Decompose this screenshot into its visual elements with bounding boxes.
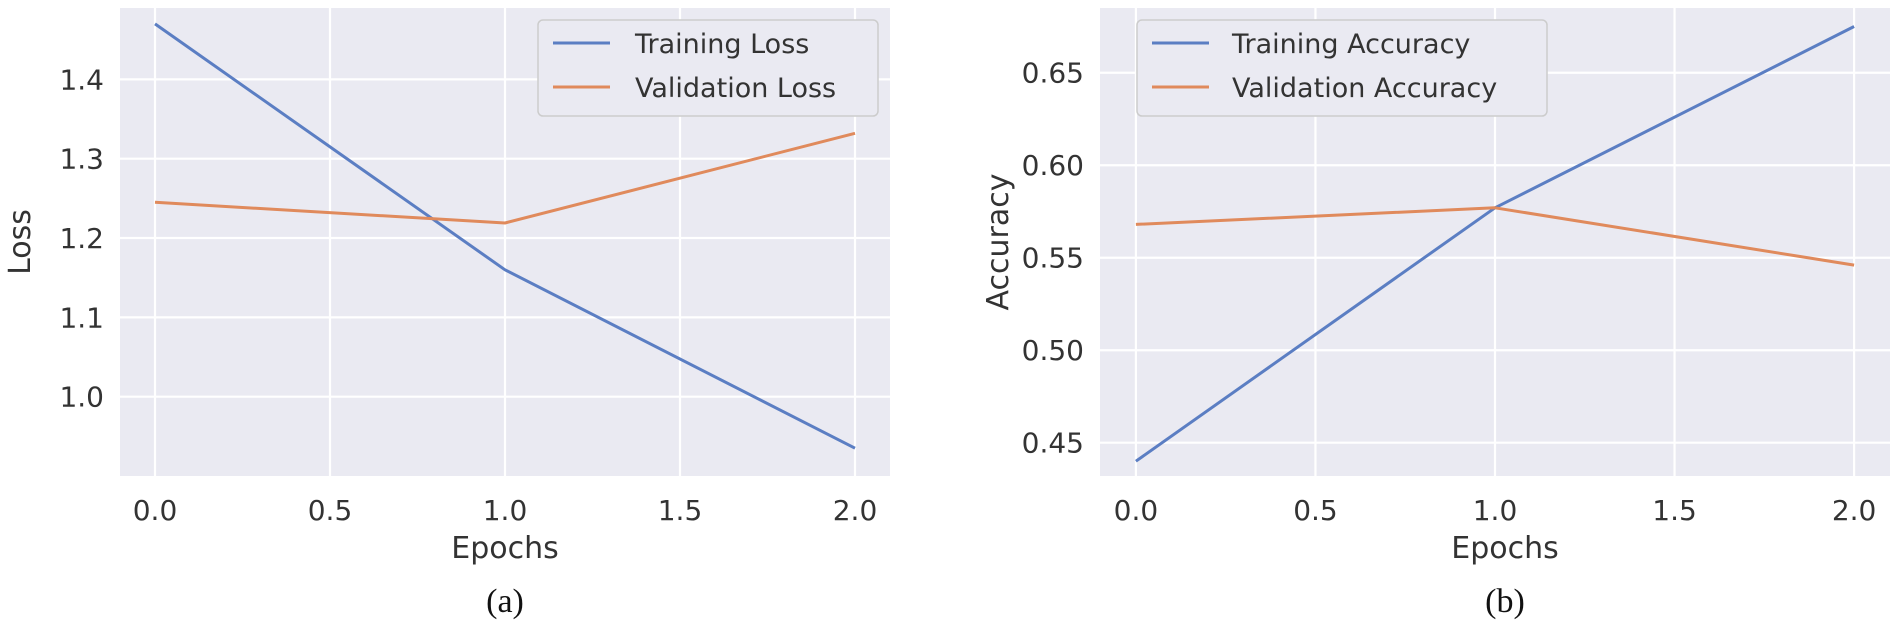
accuracy-y-ticks: 0.45 0.50 0.55 0.60 0.65 xyxy=(1022,57,1084,460)
loss-x-axis-label: Epochs xyxy=(451,531,559,566)
accuracy-x-tick-label: 1.0 xyxy=(1473,494,1518,527)
loss-chart-caption: (a) xyxy=(486,583,524,620)
loss-y-tick-label: 1.4 xyxy=(59,63,104,96)
loss-legend-label-validation: Validation Loss xyxy=(635,73,836,104)
accuracy-y-tick-label: 0.55 xyxy=(1022,242,1084,275)
accuracy-series-group xyxy=(1135,25,1855,463)
loss-x-tick-label: 1.5 xyxy=(658,494,703,527)
accuracy-x-tick-label: 0.5 xyxy=(1293,494,1338,527)
loss-legend-label-training: Training Loss xyxy=(634,29,809,60)
loss-series-training-line xyxy=(154,22,856,450)
loss-x-tick-label: 0.0 xyxy=(133,494,178,527)
accuracy-y-tick-label: 0.50 xyxy=(1022,334,1084,367)
accuracy-y-tick-label: 0.65 xyxy=(1022,57,1084,90)
accuracy-series-validation-line xyxy=(1135,206,1855,267)
loss-y-axis-label: Loss xyxy=(3,209,38,275)
accuracy-y-tick-label: 0.45 xyxy=(1022,427,1084,460)
loss-y-tick-label: 1.2 xyxy=(59,222,104,255)
accuracy-x-tick-label: 2.0 xyxy=(1832,494,1877,527)
accuracy-y-axis-label: Accuracy xyxy=(981,174,1016,311)
loss-y-tick-label: 1.1 xyxy=(59,301,104,334)
accuracy-legend-box xyxy=(1136,19,1548,117)
loss-series-group xyxy=(154,22,856,450)
loss-series-validation-line xyxy=(154,131,856,225)
loss-x-tick-label: 0.5 xyxy=(308,494,353,527)
accuracy-x-axis-label: Epochs xyxy=(1451,531,1559,566)
loss-x-tick-label: 2.0 xyxy=(833,494,878,527)
accuracy-legend-label-validation: Validation Accuracy xyxy=(1232,73,1497,104)
loss-y-ticks: 1.0 1.1 1.2 1.3 1.4 xyxy=(59,63,104,413)
loss-x-ticks: 0.0 0.5 1.0 1.5 2.0 xyxy=(133,494,878,527)
loss-legend: Training Loss Validation Loss xyxy=(537,19,879,117)
loss-chart-panel: 1.0 1.1 1.2 1.3 1.4 0.0 0.5 1.0 1.5 2.0 Loss Epo… xyxy=(3,8,890,620)
accuracy-chart-panel: 0.45 0.50 0.55 0.60 0.65 0.0 0.5 1.0 1.5 2.0 Acc… xyxy=(981,8,1890,620)
accuracy-legend-label-training: Training Accuracy xyxy=(1231,29,1470,60)
loss-y-tick-label: 1.3 xyxy=(59,143,104,176)
accuracy-x-ticks: 0.0 0.5 1.0 1.5 2.0 xyxy=(1114,494,1877,527)
accuracy-legend: Training Accuracy Validation Accuracy xyxy=(1136,19,1548,117)
loss-x-tick-label: 1.0 xyxy=(483,494,528,527)
loss-y-tick-label: 1.0 xyxy=(59,381,104,414)
accuracy-chart-caption: (b) xyxy=(1485,583,1525,620)
loss-legend-box xyxy=(537,19,879,117)
accuracy-x-tick-label: 1.5 xyxy=(1652,494,1697,527)
accuracy-x-tick-label: 0.0 xyxy=(1114,494,1159,527)
accuracy-y-tick-label: 0.60 xyxy=(1022,149,1084,182)
